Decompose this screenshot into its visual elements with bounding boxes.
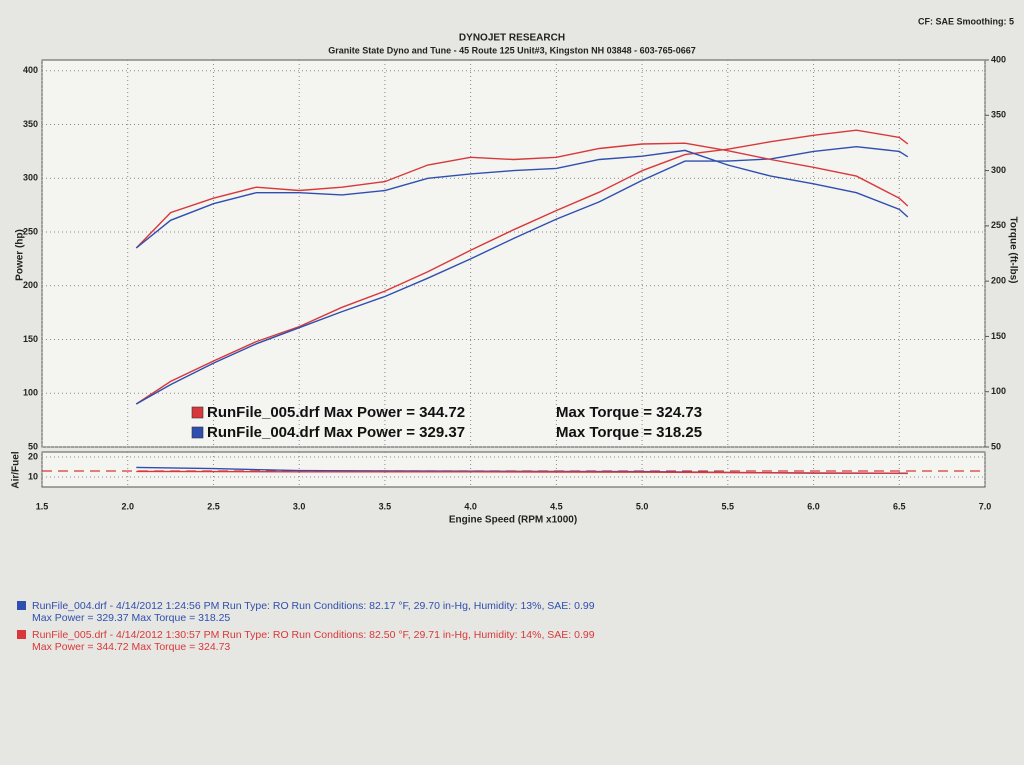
af-axis-label: Air/Fuel [11, 451, 22, 488]
y-tick-label: 100 [23, 388, 38, 398]
y2-tick-label: 300 [991, 165, 1006, 175]
x-tick-label: 7.0 [979, 501, 992, 511]
run-max: Max Power = 329.37 Max Torque = 318.25 [32, 612, 230, 624]
x-tick-label: 5.5 [722, 501, 735, 511]
x-tick-label: 4.0 [464, 501, 477, 511]
y2-tick-label: 250 [991, 220, 1006, 230]
legend-label: RunFile_005.drf Max Power = 344.72 [207, 404, 465, 421]
x-tick-label: 6.5 [893, 501, 906, 511]
y-tick-label: 10 [28, 471, 38, 481]
y2-tick-label: 100 [991, 386, 1006, 396]
plot-area [41, 59, 986, 448]
series-line [135, 142, 909, 249]
y2-tick-label: 200 [991, 276, 1006, 286]
x-tick-label: 3.5 [379, 501, 392, 511]
run-swatch [17, 630, 26, 639]
y-tick-label: 20 [28, 451, 38, 461]
y-tick-label: 300 [23, 173, 38, 183]
x-tick-label: 3.0 [293, 501, 306, 511]
y2-tick-label: 350 [991, 110, 1006, 120]
y2-tick-label: 50 [991, 441, 1001, 451]
series-line [136, 470, 908, 475]
y-tick-label: 150 [23, 334, 38, 344]
series-line [135, 145, 909, 405]
run-swatch [17, 601, 26, 610]
y-tick-label: 350 [23, 119, 38, 129]
run-info: RunFile_004.drf - 4/14/2012 1:24:56 PM R… [32, 600, 595, 612]
y-axis-label: Power (hp) [15, 229, 26, 281]
y-tick-label: 200 [23, 280, 38, 290]
x-tick-label: 2.5 [207, 501, 220, 511]
series-line [135, 149, 909, 249]
legend-swatch [191, 426, 204, 439]
y-tick-label: 50 [28, 441, 38, 451]
legend-swatch [191, 406, 204, 419]
series-line [135, 129, 909, 405]
y2-tick-label: 400 [991, 54, 1006, 64]
y2-axis-label: Torque (ft-lbs) [1007, 216, 1018, 283]
x-tick-label: 4.5 [550, 501, 563, 511]
legend-label: Max Torque = 318.25 [556, 424, 702, 441]
x-tick-label: 2.0 [121, 501, 134, 511]
run-max: Max Power = 344.72 Max Torque = 324.73 [32, 641, 230, 653]
chart-title: DYNOJET RESEARCH [459, 33, 565, 44]
corner-note: CF: SAE Smoothing: 5 [918, 16, 1014, 26]
x-tick-label: 1.5 [36, 501, 49, 511]
y-tick-label: 250 [23, 226, 38, 236]
run-info: RunFile_005.drf - 4/14/2012 1:30:57 PM R… [32, 629, 595, 641]
x-axis-label: Engine Speed (RPM x1000) [449, 515, 577, 526]
chart-subtitle: Granite State Dyno and Tune - 45 Route 1… [328, 45, 695, 55]
x-tick-label: 6.0 [807, 501, 820, 511]
legend-label: RunFile_004.drf Max Power = 329.37 [207, 424, 465, 441]
legend-label: Max Torque = 324.73 [556, 404, 702, 421]
x-tick-label: 5.0 [636, 501, 649, 511]
y2-tick-label: 150 [991, 331, 1006, 341]
y-tick-label: 400 [23, 65, 38, 75]
plot-area [41, 451, 986, 488]
